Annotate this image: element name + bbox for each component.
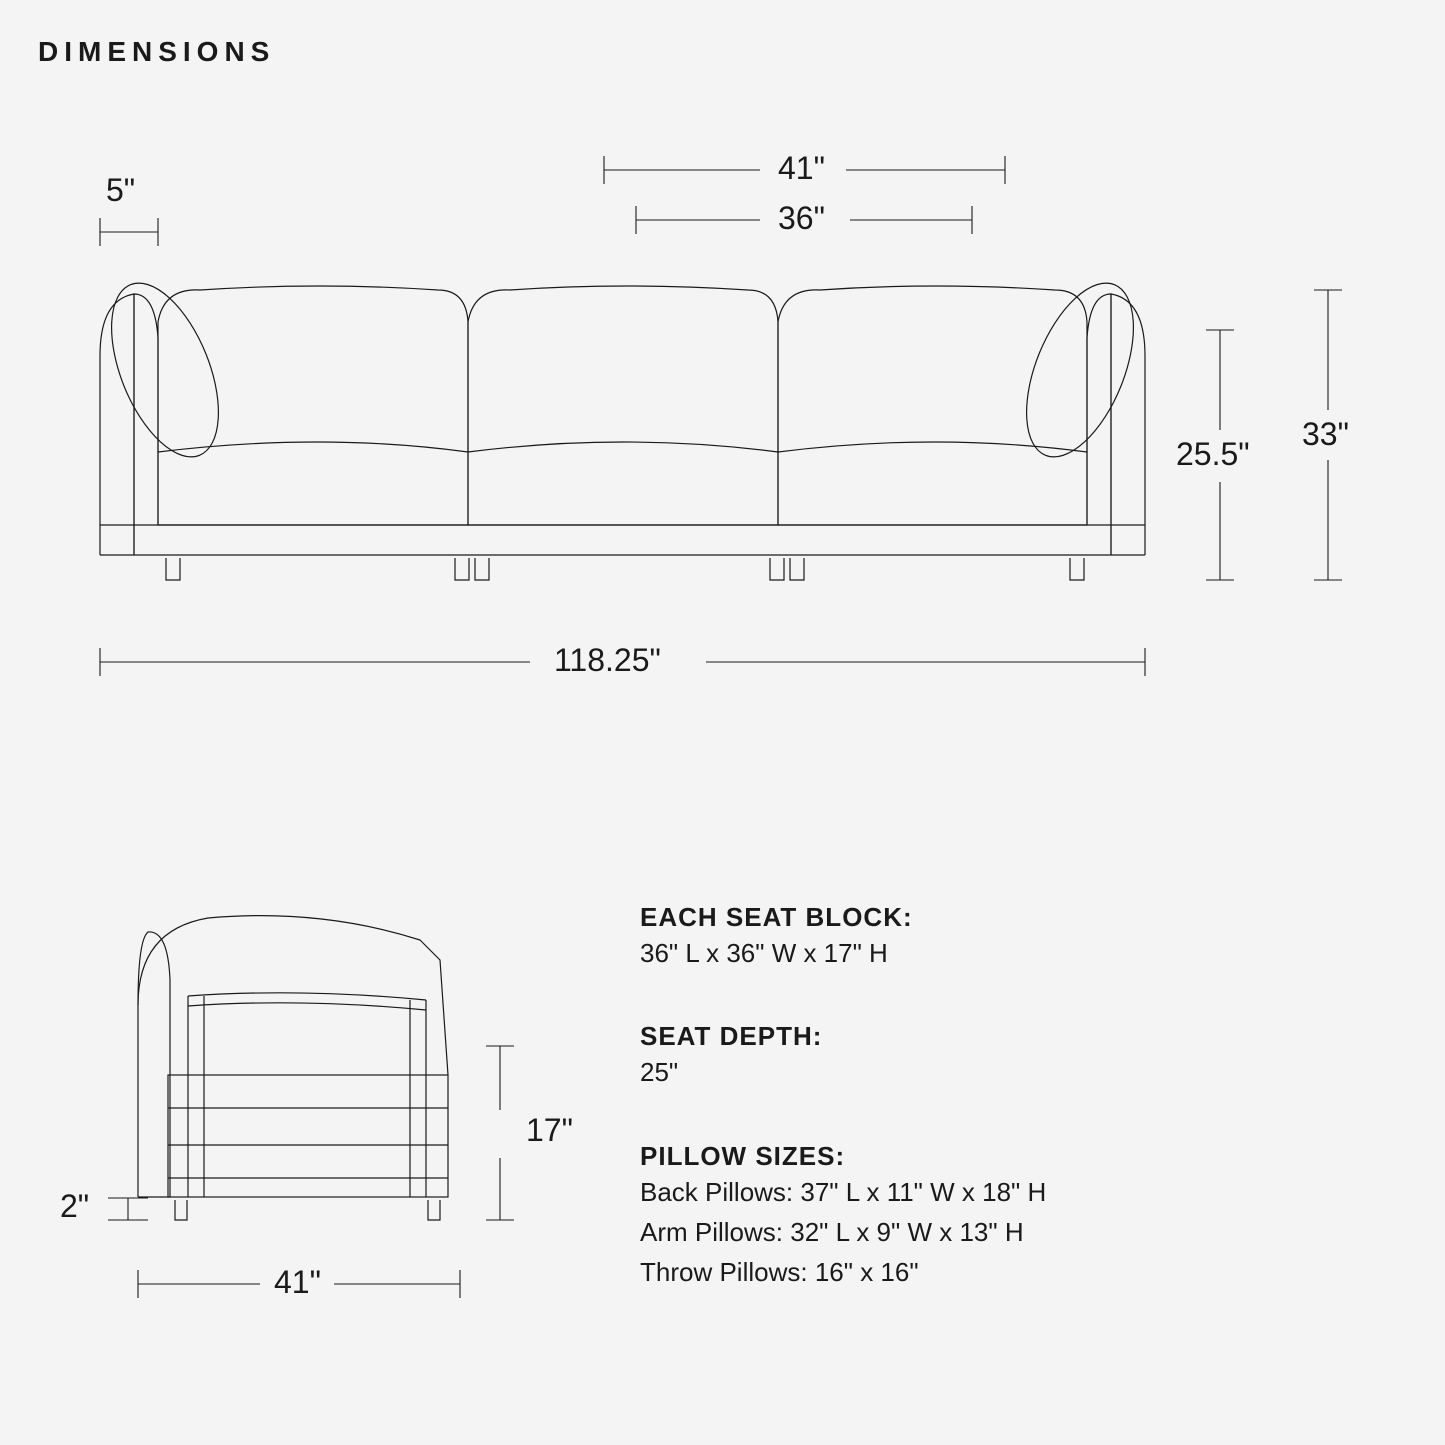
- pillow-back: Back Pillows: 37" L x 11" W x 18" H: [640, 1172, 1400, 1212]
- pillow-throw: Throw Pillows: 16" x 16": [640, 1252, 1400, 1292]
- spec-text: EACH SEAT BLOCK: 36" L x 36" W x 17" H S…: [640, 902, 1400, 1340]
- pillow-arm: Arm Pillows: 32" L x 9" W x 13" H: [640, 1212, 1400, 1252]
- seat-depth-value: 25": [640, 1052, 1400, 1092]
- dim-leg-height: 2": [60, 1188, 89, 1225]
- side-dim-lines: [108, 1046, 514, 1298]
- dimensions-infographic: DIMENSIONS: [0, 0, 1445, 1445]
- seat-block-value: 36" L x 36" W x 17" H: [640, 933, 1400, 973]
- dim-seat-height: 17": [526, 1112, 573, 1149]
- seat-block-heading: EACH SEAT BLOCK:: [640, 902, 1400, 933]
- pillow-heading: PILLOW SIZES:: [640, 1141, 1400, 1172]
- seat-depth-heading: SEAT DEPTH:: [640, 1021, 1400, 1052]
- dim-side-depth: 41": [274, 1264, 321, 1301]
